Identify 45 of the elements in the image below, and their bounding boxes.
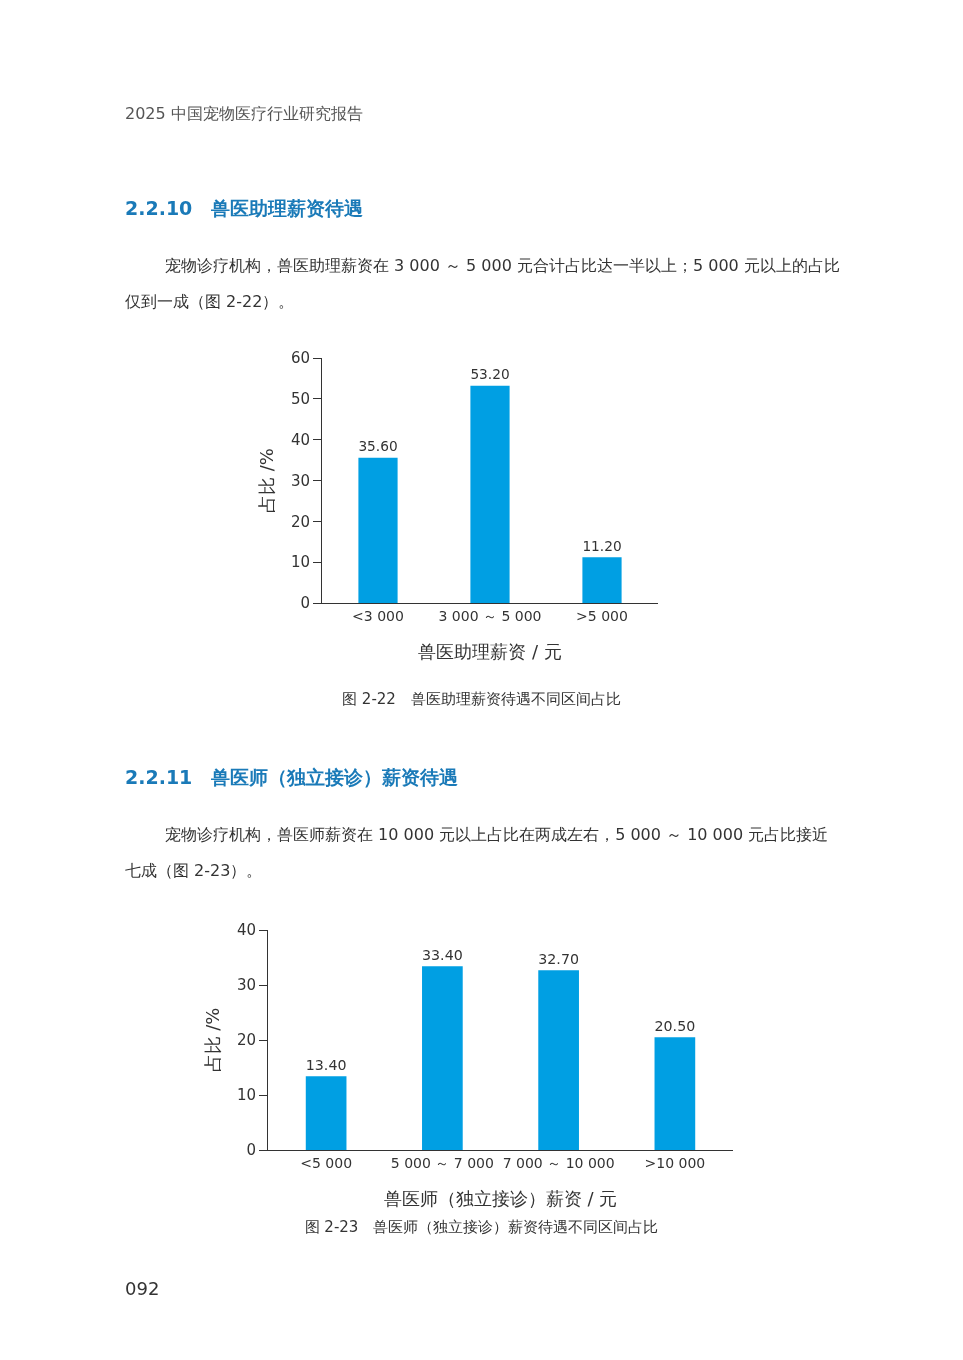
data-label: 13.40 bbox=[305, 1056, 347, 1073]
y-axis-title: 占比 /% bbox=[202, 1007, 224, 1073]
y-tick-label: 30 bbox=[290, 471, 310, 490]
y-tick-label: 60 bbox=[290, 349, 310, 368]
x-axis-title: 兽医师（独立接诊）薪资 / 元 bbox=[383, 1187, 618, 1209]
x-tick-label: 3 000 ～ 5 000 bbox=[438, 607, 542, 624]
y-axis-title: 占比 /% bbox=[256, 448, 278, 513]
y-tick-label: 0 bbox=[300, 594, 310, 613]
x-axis-title: 兽医助理薪资 / 元 bbox=[418, 640, 562, 662]
x-tick-label: >5 000 bbox=[576, 607, 628, 624]
data-label: 53.20 bbox=[470, 366, 510, 383]
bar bbox=[358, 457, 398, 603]
x-tick-label: <3 000 bbox=[352, 607, 404, 624]
x-tick-label: 7 000 ～ 10 000 bbox=[502, 1154, 615, 1171]
text: 图 2-23 兽医师（独立接诊）薪资待遇不同区间占比 bbox=[303, 1218, 660, 1237]
y-tick-label: 10 bbox=[290, 553, 310, 572]
data-label: 20.50 bbox=[654, 1017, 696, 1034]
y-tick-label: 40 bbox=[236, 921, 256, 940]
y-tick-label: 20 bbox=[290, 512, 310, 531]
bar bbox=[654, 1037, 696, 1150]
text: 图 2-22 兽医助理薪资待遇不同区间占比 bbox=[341, 690, 622, 709]
bar bbox=[470, 385, 510, 603]
y-tick-label: 10 bbox=[236, 1086, 256, 1105]
y-tick-label: 40 bbox=[290, 430, 310, 449]
y-tick-label: 20 bbox=[236, 1031, 256, 1050]
data-label: 11.20 bbox=[582, 537, 622, 554]
data-label: 33.40 bbox=[422, 946, 463, 963]
text: 2025 中国宠物医疗行业研究报告 bbox=[125, 104, 363, 125]
x-tick-label: <5 000 bbox=[300, 1154, 353, 1171]
text: 2.2.10 兽医助理薪资待遇 bbox=[125, 196, 364, 221]
text: 宠物诊疗机构，兽医师薪资在 10 000 元以上占比在两成左右，5 000 ～ 10 000 元占比接近七成（图 2-23）。 bbox=[125, 824, 830, 882]
x-tick-label: >10 000 bbox=[644, 1154, 706, 1171]
y-tick-label: 30 bbox=[236, 976, 256, 995]
bar bbox=[582, 557, 622, 603]
y-tick-label: 0 bbox=[246, 1141, 256, 1160]
bar bbox=[422, 966, 463, 1150]
data-label: 35.60 bbox=[358, 438, 398, 455]
x-tick-label: 5 000 ～ 7 000 bbox=[390, 1154, 494, 1171]
text: 宠物诊疗机构，兽医助理薪资在 3 000 ～ 5 000 元合计占比达一半以上；5 000 元以上的占比仅到一成（图 2-22）。 bbox=[125, 255, 841, 313]
bar bbox=[538, 970, 579, 1150]
bar bbox=[305, 1076, 347, 1150]
y-tick-label: 50 bbox=[290, 390, 310, 409]
data-label: 32.70 bbox=[538, 950, 579, 967]
text: 2.2.11 兽医师（独立接诊）薪资待遇 bbox=[125, 765, 459, 790]
text: 092 bbox=[125, 1278, 160, 1299]
